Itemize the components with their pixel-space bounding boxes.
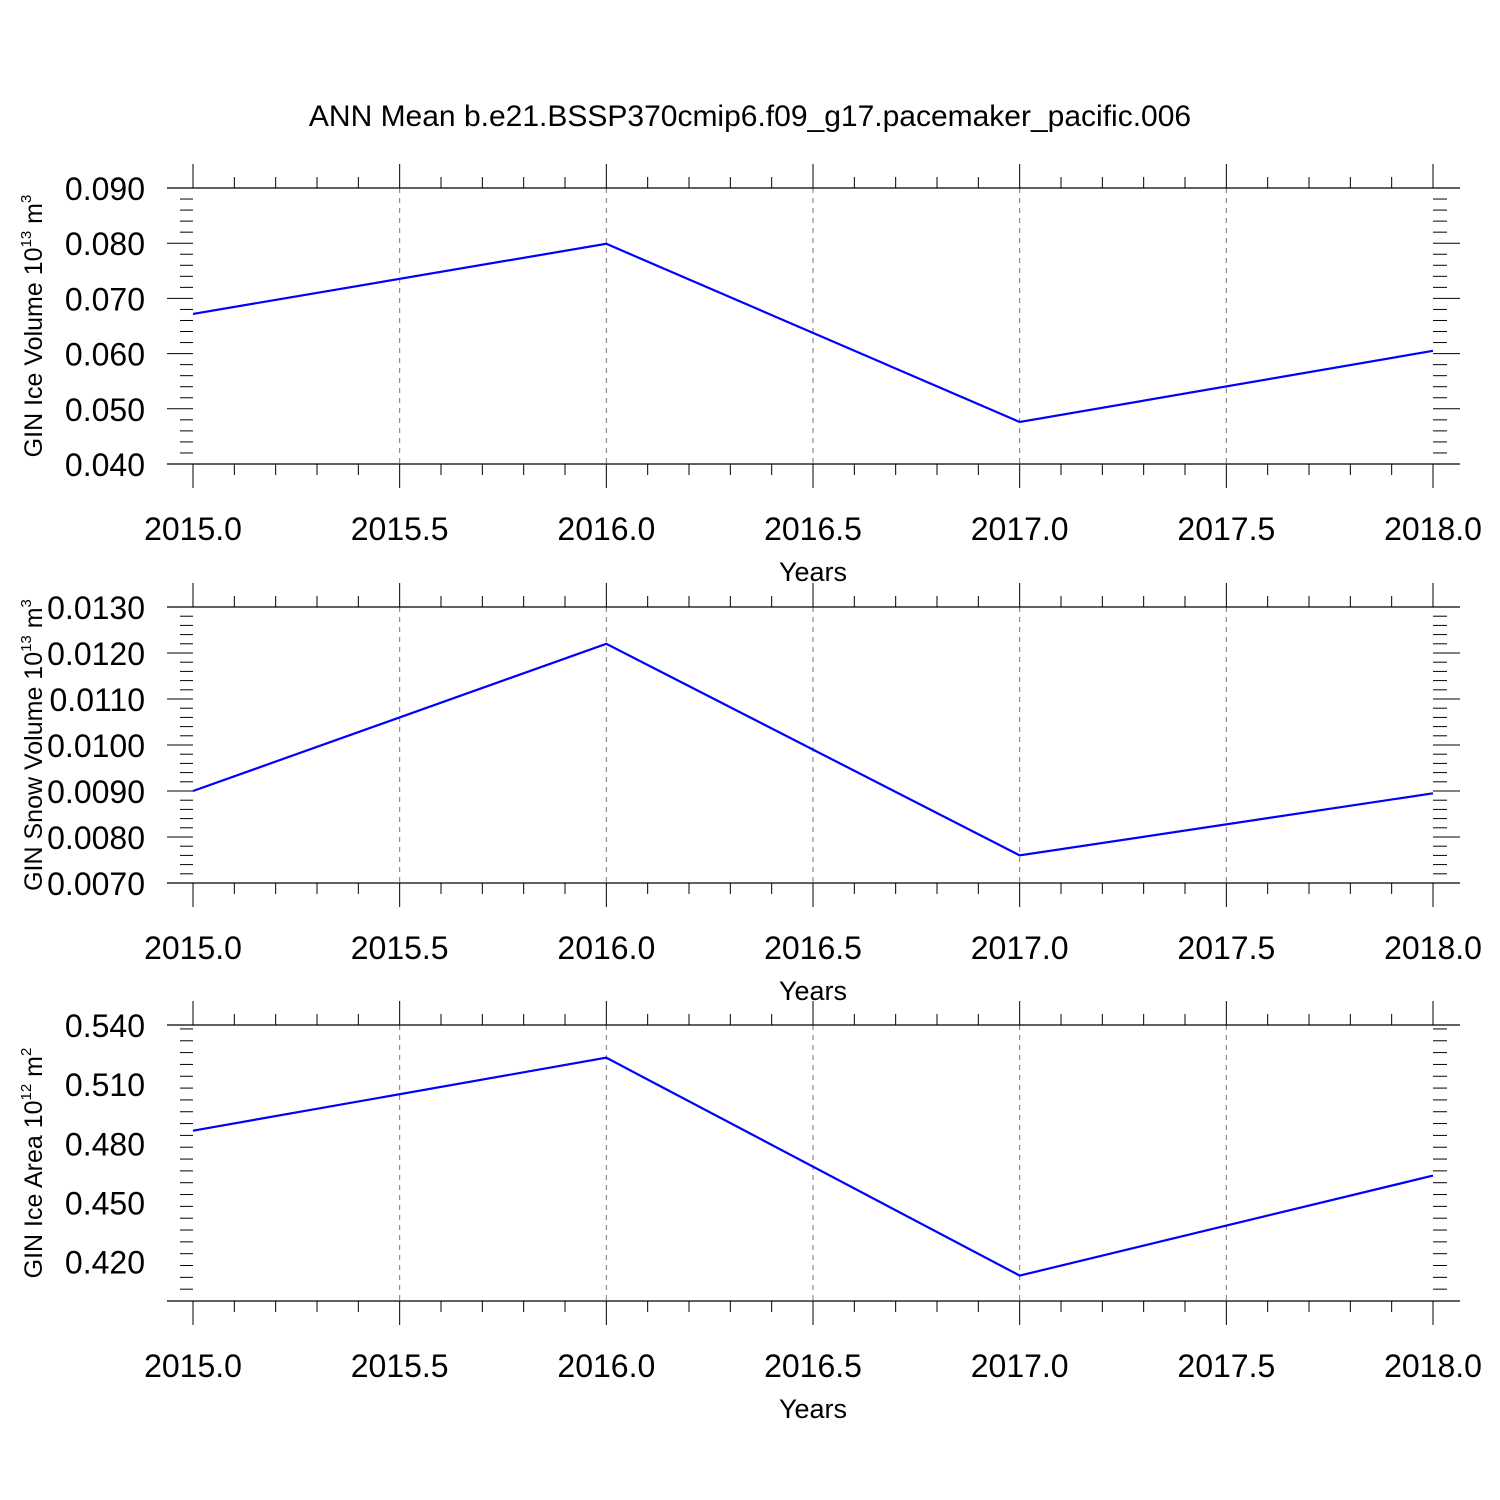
- panel-2: 0.0070 0.0080 0.0090 0.0100 0.0110 0.0120 0.01…: [18, 583, 1482, 1006]
- x-tick-label: 2016.0: [557, 930, 655, 966]
- y-tick-label: 0.0100: [47, 728, 145, 764]
- x-tick-label: 2016.5: [764, 511, 862, 547]
- x-axis-label: Years: [779, 1394, 847, 1424]
- y-tick-label: 0.0090: [47, 774, 145, 810]
- y-axis-label: GIN Ice Area 1012 m2: [18, 1048, 48, 1279]
- x-tick-label: 2015.0: [144, 1348, 242, 1384]
- x-tick-label: 2018.0: [1384, 930, 1482, 966]
- x-tick-label: 2016.0: [557, 511, 655, 547]
- x-tick-label: 2015.5: [351, 930, 449, 966]
- y-tick-label: 0.420: [65, 1245, 145, 1281]
- x-tick-label: 2017.5: [1177, 1348, 1275, 1384]
- y-tick-label: 0.080: [65, 226, 145, 262]
- y-tick-label: 0.540: [65, 1008, 145, 1044]
- chart-title: ANN Mean b.e21.BSSP370cmip6.f09_g17.pace…: [309, 100, 1191, 133]
- series-line: [192, 1056, 1434, 1277]
- x-tick-label: 2015.5: [351, 511, 449, 547]
- x-tick-label: 2016.0: [557, 1348, 655, 1384]
- x-tick-label: 2017.5: [1177, 511, 1275, 547]
- x-tick-label: 2017.5: [1177, 930, 1275, 966]
- x-tick-label: 2017.0: [971, 930, 1069, 966]
- y-tick-label: 0.090: [65, 171, 145, 207]
- x-tick-label: 2016.5: [764, 930, 862, 966]
- y-tick-label: 0.070: [65, 281, 145, 317]
- x-tick-label: 2018.0: [1384, 511, 1482, 547]
- y-tick-label: 0.060: [65, 337, 145, 373]
- x-tick-label: 2015.5: [351, 1348, 449, 1384]
- x-tick-label: 2017.0: [971, 511, 1069, 547]
- y-tick-label: 0.480: [65, 1126, 145, 1162]
- y-axis-label: GIN Ice Volume 1013 m3: [18, 195, 48, 458]
- x-axis-label: Years: [779, 557, 847, 587]
- x-tick-label: 2018.0: [1384, 1348, 1482, 1384]
- y-tick-label: 0.050: [65, 392, 145, 428]
- y-tick-label: 0.0110: [50, 682, 146, 718]
- y-tick-label: 0.040: [65, 447, 145, 483]
- x-tick-label: 2015.0: [144, 511, 242, 547]
- x-tick-label: 2016.5: [764, 1348, 862, 1384]
- y-tick-label: 0.0130: [47, 590, 145, 626]
- panels: 0.040 0.050 0.060 0.070 0.080 0.090 2015.0 2015…: [18, 164, 1482, 1424]
- x-tick-label: 2015.0: [144, 930, 242, 966]
- series-line: [192, 642, 1434, 857]
- series-line: [192, 242, 1434, 424]
- panel-3: 0.420 0.450 0.480 0.510 0.540 2015.0 2015.5 201…: [18, 1001, 1482, 1424]
- y-tick-label: 0.0080: [47, 820, 145, 856]
- y-tick-label: 0.510: [65, 1067, 145, 1103]
- panel-1: 0.040 0.050 0.060 0.070 0.080 0.090 2015.0 2015…: [18, 164, 1482, 587]
- y-tick-label: 0.0120: [47, 636, 145, 672]
- y-tick-label: 0.0070: [47, 866, 145, 902]
- y-tick-label: 0.450: [65, 1185, 145, 1221]
- y-axis-label: GIN Snow Volume 1013 m3: [18, 599, 48, 891]
- x-tick-label: 2017.0: [971, 1348, 1069, 1384]
